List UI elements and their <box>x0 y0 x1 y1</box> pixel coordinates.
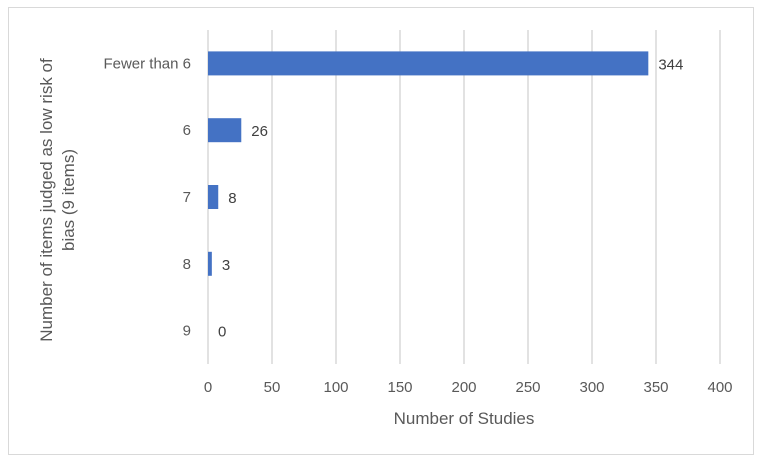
x-tick-label-300: 300 <box>579 379 604 396</box>
data-label-0: 344 <box>658 56 683 73</box>
bar-0 <box>208 51 649 76</box>
x-tick-label-150: 150 <box>387 379 412 396</box>
x-tick-label-0: 0 <box>204 379 212 396</box>
category-labels: Fewer than 6 6 7 8 9 <box>103 55 191 339</box>
category-label-3: 8 <box>183 256 191 273</box>
data-label-1: 26 <box>251 123 268 140</box>
bar-3 <box>208 251 212 276</box>
bar-1 <box>208 118 242 143</box>
x-axis-title: Number of Studies <box>394 409 535 428</box>
y-axis-title-line-1: Number of items judged as low risk of <box>37 58 56 342</box>
x-tick-label-200: 200 <box>451 379 476 396</box>
gridlines <box>207 30 721 364</box>
data-labels: 344 26 8 3 0 <box>218 56 683 340</box>
y-axis-title-line-2: bias (9 items) <box>59 149 78 251</box>
chart-frame <box>8 7 754 455</box>
x-tick-label-400: 400 <box>707 379 732 396</box>
data-label-4: 0 <box>218 324 226 341</box>
x-tick-labels: 0 50 100 150 200 250 300 350 400 <box>204 379 733 396</box>
bar-2 <box>208 185 219 209</box>
y-axis-title: Number of items judged as low risk of bi… <box>37 58 78 342</box>
category-label-1: 6 <box>183 122 191 139</box>
data-label-2: 8 <box>228 190 236 207</box>
category-label-2: 7 <box>183 189 191 206</box>
data-label-3: 3 <box>222 257 230 274</box>
category-label-4: 9 <box>183 323 191 340</box>
bars <box>208 51 649 276</box>
x-tick-label-350: 350 <box>643 379 668 396</box>
x-tick-label-50: 50 <box>264 379 281 396</box>
x-tick-label-100: 100 <box>323 379 348 396</box>
x-tick-label-250: 250 <box>515 379 540 396</box>
category-label-0: Fewer than 6 <box>103 55 191 72</box>
